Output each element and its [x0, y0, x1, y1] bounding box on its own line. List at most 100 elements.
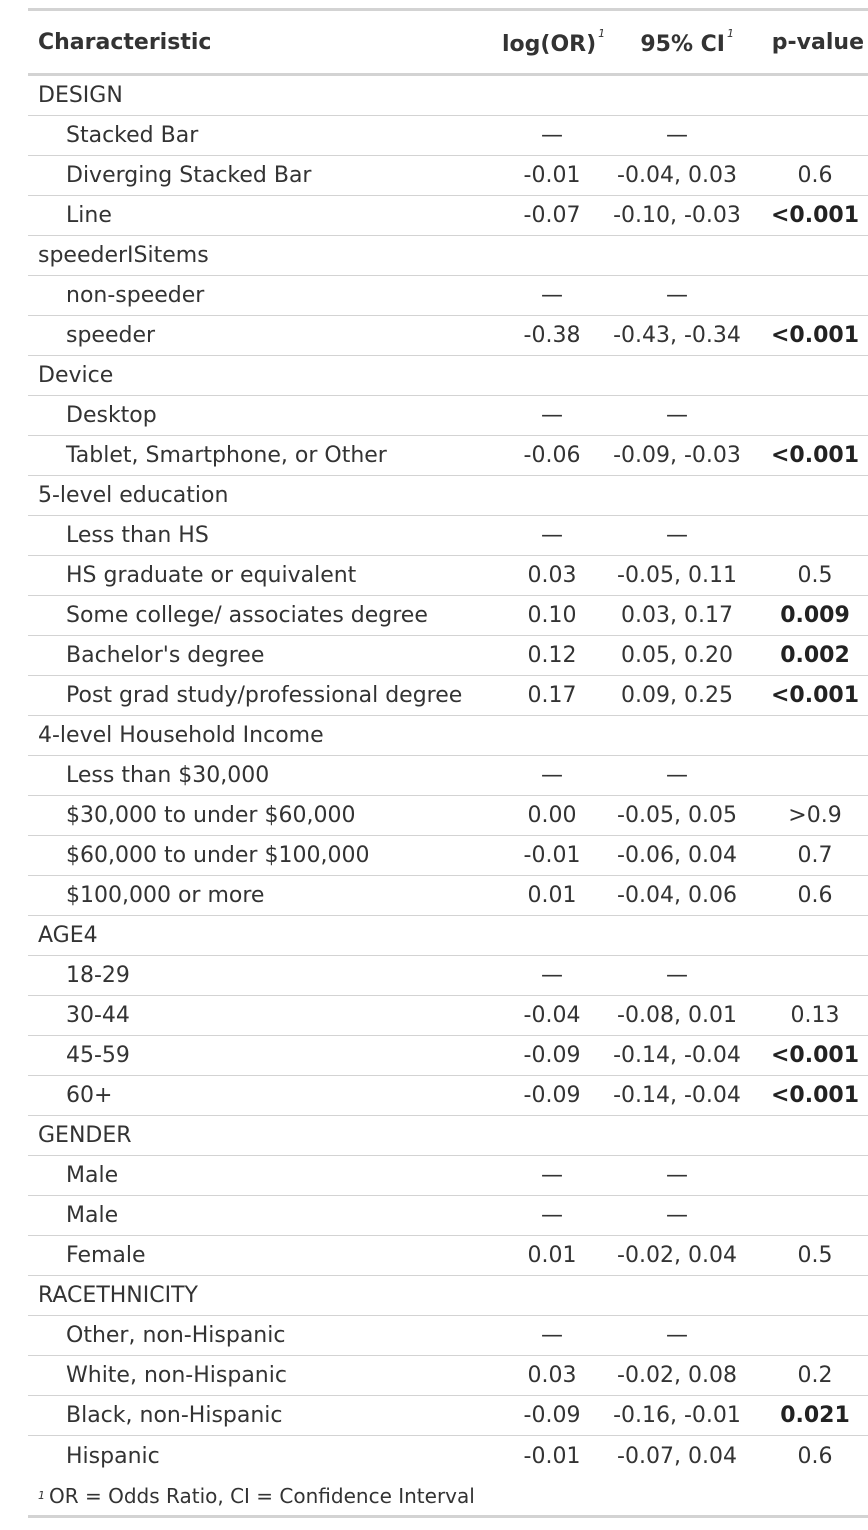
cell-ci: -0.07, 0.04	[617, 1443, 737, 1469]
cell-characteristic: $30,000 to under $60,000	[66, 803, 356, 828]
cell-p-value: 0.009	[780, 603, 850, 628]
cell-ci: -0.14, -0.04	[613, 1083, 741, 1108]
table-row: Less than $30,000 — —	[28, 756, 868, 796]
regression-table: Characteristic log(OR) 1 95% CI 1 p-value …	[28, 8, 868, 1518]
cell-log-or: -0.09	[523, 1043, 581, 1068]
cell-characteristic: 5-level education	[38, 483, 229, 508]
table-row: Black, non-Hispanic -0.09 -0.16, -0.01 0.02…	[28, 1396, 868, 1436]
footnote-marker: 1	[38, 1489, 45, 1502]
cell-characteristic: Less than $30,000	[66, 763, 270, 788]
header-p-value: p-value	[752, 30, 868, 55]
cell-ci: —	[666, 1163, 688, 1188]
table-group-row: GENDER	[28, 1116, 868, 1156]
cell-characteristic: RACETHNICITY	[38, 1283, 198, 1308]
cell-log-or: —	[541, 283, 563, 308]
cell-ci: -0.10, -0.03	[613, 203, 741, 228]
cell-ci: -0.05, 0.11	[617, 563, 737, 588]
cell-characteristic: Desktop	[66, 403, 157, 428]
table-group-row: 5-level education	[28, 476, 868, 516]
cell-p-value: 0.5	[797, 1243, 833, 1268]
header-p-value-label: p-value	[771, 29, 864, 55]
table-row: Male — —	[28, 1156, 868, 1196]
cell-p-value: <0.001	[770, 683, 860, 708]
cell-log-or: -0.09	[523, 1403, 581, 1428]
cell-log-or: 0.01	[527, 1243, 577, 1268]
cell-characteristic: White, non-Hispanic	[66, 1363, 287, 1388]
cell-ci: -0.08, 0.01	[617, 1003, 737, 1028]
cell-log-or: -0.01	[523, 843, 581, 868]
table-row: non-speeder — —	[28, 276, 868, 316]
cell-p-value: 0.021	[780, 1403, 850, 1428]
cell-ci: —	[666, 763, 688, 788]
cell-p-value: <0.001	[770, 1083, 860, 1108]
cell-ci: -0.14, -0.04	[613, 1043, 741, 1068]
header-log-or-label: log(OR)	[502, 32, 597, 57]
cell-p-value: 0.7	[797, 843, 833, 868]
table-group-row: 4-level Household Income	[28, 716, 868, 756]
cell-log-or: 0.01	[527, 883, 577, 908]
table-row: 45-59 -0.09 -0.14, -0.04 <0.001	[28, 1036, 868, 1076]
cell-characteristic: Less than HS	[66, 523, 209, 548]
cell-ci: —	[666, 523, 688, 548]
cell-characteristic: speederISitems	[38, 243, 209, 268]
cell-log-or: —	[541, 1323, 563, 1348]
cell-characteristic: non-speeder	[66, 283, 205, 308]
cell-log-or: 0.03	[527, 1363, 577, 1388]
cell-ci: -0.02, 0.04	[617, 1243, 737, 1268]
top-rule	[28, 8, 868, 11]
cell-characteristic: 18-29	[66, 963, 130, 988]
table-row: $60,000 to under $100,000 -0.01 -0.06, 0.0…	[28, 836, 868, 876]
header-characteristic-label: Characteristic	[38, 29, 212, 55]
cell-p-value: 0.2	[797, 1363, 833, 1388]
cell-log-or: -0.06	[523, 443, 581, 468]
cell-characteristic: Hispanic	[66, 1443, 160, 1469]
cell-characteristic: Bachelor's degree	[66, 643, 265, 668]
table-row: Hispanic -0.01 -0.07, 0.04 0.6	[28, 1436, 868, 1476]
cell-p-value: 0.002	[780, 643, 850, 668]
cell-ci: 0.09, 0.25	[621, 683, 733, 708]
footnote-marker: 1	[598, 27, 606, 40]
table-row: Bachelor's degree 0.12 0.05, 0.20 0.002	[28, 636, 868, 676]
cell-log-or: 0.00	[527, 803, 577, 828]
cell-characteristic: Male	[66, 1203, 119, 1228]
cell-log-or: 0.10	[527, 603, 577, 628]
cell-ci: -0.04, 0.03	[617, 163, 737, 188]
cell-characteristic: Some college/ associates degree	[66, 603, 428, 628]
cell-p-value: 0.5	[797, 563, 833, 588]
cell-characteristic: 60+	[66, 1083, 113, 1108]
cell-log-or: 0.03	[527, 563, 577, 588]
table-body: DESIGN Stacked Bar — — Diverging Stacked Bar…	[28, 76, 868, 1476]
cell-characteristic: 45-59	[66, 1043, 130, 1068]
cell-log-or: —	[541, 1203, 563, 1228]
table-group-row: DESIGN	[28, 76, 868, 116]
cell-log-or: —	[541, 963, 563, 988]
cell-characteristic: Device	[38, 363, 114, 388]
table-row: $30,000 to under $60,000 0.00 -0.05, 0.05 >…	[28, 796, 868, 836]
cell-p-value: 0.6	[797, 163, 833, 188]
cell-log-or: —	[541, 403, 563, 428]
cell-ci: —	[666, 403, 688, 428]
cell-characteristic: speeder	[66, 323, 156, 348]
cell-characteristic: $100,000 or more	[66, 883, 265, 908]
table-row: $100,000 or more 0.01 -0.04, 0.06 0.6	[28, 876, 868, 916]
cell-p-value: 0.6	[797, 1443, 833, 1469]
cell-characteristic: DESIGN	[38, 83, 123, 108]
cell-ci: 0.05, 0.20	[621, 643, 733, 668]
table-row: HS graduate or equivalent 0.03 -0.05, 0.11…	[28, 556, 868, 596]
cell-p-value: <0.001	[770, 203, 860, 228]
cell-ci: —	[666, 123, 688, 148]
cell-log-or: -0.07	[523, 203, 581, 228]
table-row: Line -0.07 -0.10, -0.03 <0.001	[28, 196, 868, 236]
cell-characteristic: Black, non-Hispanic	[66, 1403, 283, 1428]
cell-characteristic: $60,000 to under $100,000	[66, 843, 370, 868]
cell-log-or: -0.01	[523, 163, 581, 188]
cell-ci: -0.05, 0.05	[617, 803, 737, 828]
cell-log-or: -0.04	[523, 1003, 581, 1028]
cell-ci: —	[666, 283, 688, 308]
table-row: Female 0.01 -0.02, 0.04 0.5	[28, 1236, 868, 1276]
cell-characteristic: AGE4	[38, 923, 98, 948]
table-row: Desktop — —	[28, 396, 868, 436]
cell-characteristic: Post grad study/professional degree	[66, 683, 463, 708]
footnote-marker: 1	[727, 27, 734, 40]
cell-log-or: 0.17	[527, 683, 577, 708]
